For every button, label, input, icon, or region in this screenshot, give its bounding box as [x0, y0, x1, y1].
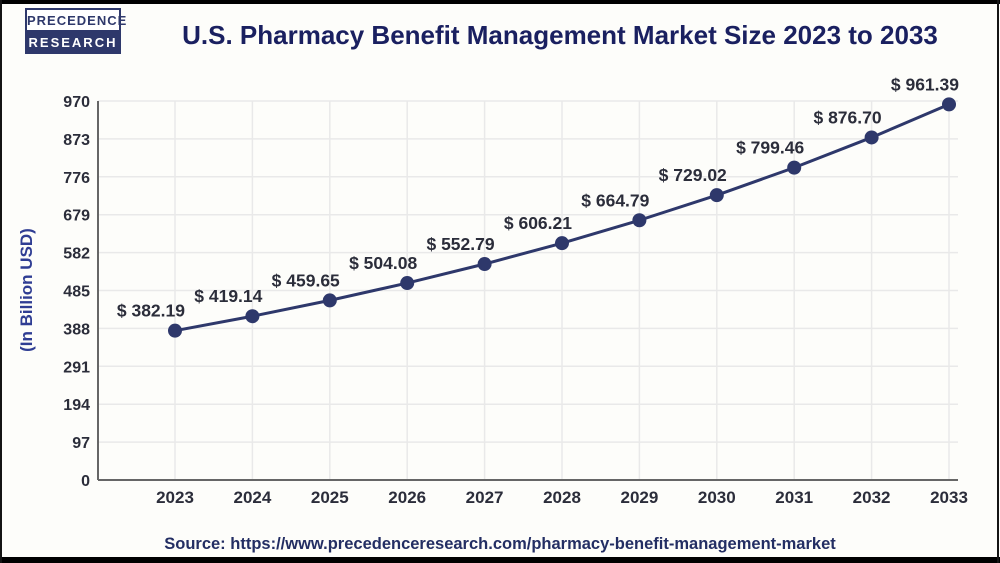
y-tick-label: 388 [63, 321, 90, 338]
data-point [709, 188, 724, 203]
x-tick-label: 2030 [698, 488, 736, 507]
data-label: $ 961.39 [891, 74, 959, 94]
y-tick-label: 0 [81, 473, 90, 490]
y-tick-label: 776 [63, 170, 90, 187]
letterbox-top [0, 0, 1000, 4]
x-tick-label: 2024 [233, 488, 271, 507]
y-tick-label: 97 [72, 435, 90, 452]
data-label: $ 799.46 [736, 138, 804, 158]
data-label: $ 382.19 [117, 301, 185, 321]
data-label: $ 606.21 [504, 213, 572, 233]
data-point [864, 130, 879, 145]
data-point [477, 257, 492, 272]
data-point [168, 323, 182, 338]
x-tick-label: 2029 [620, 488, 658, 507]
data-label: $ 459.65 [272, 270, 340, 290]
logo-text-research: RESEARCH [25, 32, 121, 54]
data-point [787, 160, 802, 175]
chart-title: U.S. Pharmacy Benefit Management Market … [182, 20, 938, 50]
data-label: $ 419.14 [194, 286, 262, 306]
x-tick-label: 2028 [543, 488, 581, 507]
y-tick-label: 194 [63, 397, 90, 414]
x-tick-label: 2032 [853, 488, 891, 507]
x-tick-label: 2027 [466, 488, 504, 507]
data-label: $ 552.79 [426, 234, 494, 254]
y-tick-label: 582 [63, 246, 90, 263]
data-label: $ 504.08 [349, 253, 417, 273]
data-point [245, 309, 260, 324]
y-tick-label: 485 [63, 284, 90, 301]
data-label: $ 729.02 [659, 165, 727, 185]
letterbox-bottom [0, 557, 1000, 563]
source-line: Source: https://www.precedenceresearch.c… [164, 535, 836, 553]
y-tick-label: 291 [63, 359, 90, 376]
x-tick-label: 2031 [775, 488, 813, 507]
data-point [555, 236, 569, 251]
data-point [322, 293, 337, 308]
y-axis-title: (In Billion USD) [17, 228, 36, 352]
x-tick-label: 2023 [156, 488, 194, 507]
data-point [942, 97, 956, 112]
data-point [632, 213, 647, 228]
x-tick-label: 2033 [930, 488, 968, 507]
precedence-research-logo: PRECEDENCE RESEARCH [25, 8, 126, 54]
y-tick-label: 970 [63, 94, 90, 111]
data-label: $ 876.70 [813, 107, 881, 127]
frame-edge-right [997, 0, 999, 563]
logo-text-precedence: PRECEDENCE [25, 8, 126, 32]
data-point [400, 276, 415, 291]
x-tick-label: 2026 [388, 488, 426, 507]
y-tick-label: 873 [63, 132, 90, 149]
x-tick-label: 2025 [311, 488, 349, 507]
frame-edge-left [0, 0, 2, 563]
data-label: $ 664.79 [581, 190, 649, 210]
y-tick-label: 679 [63, 208, 90, 225]
